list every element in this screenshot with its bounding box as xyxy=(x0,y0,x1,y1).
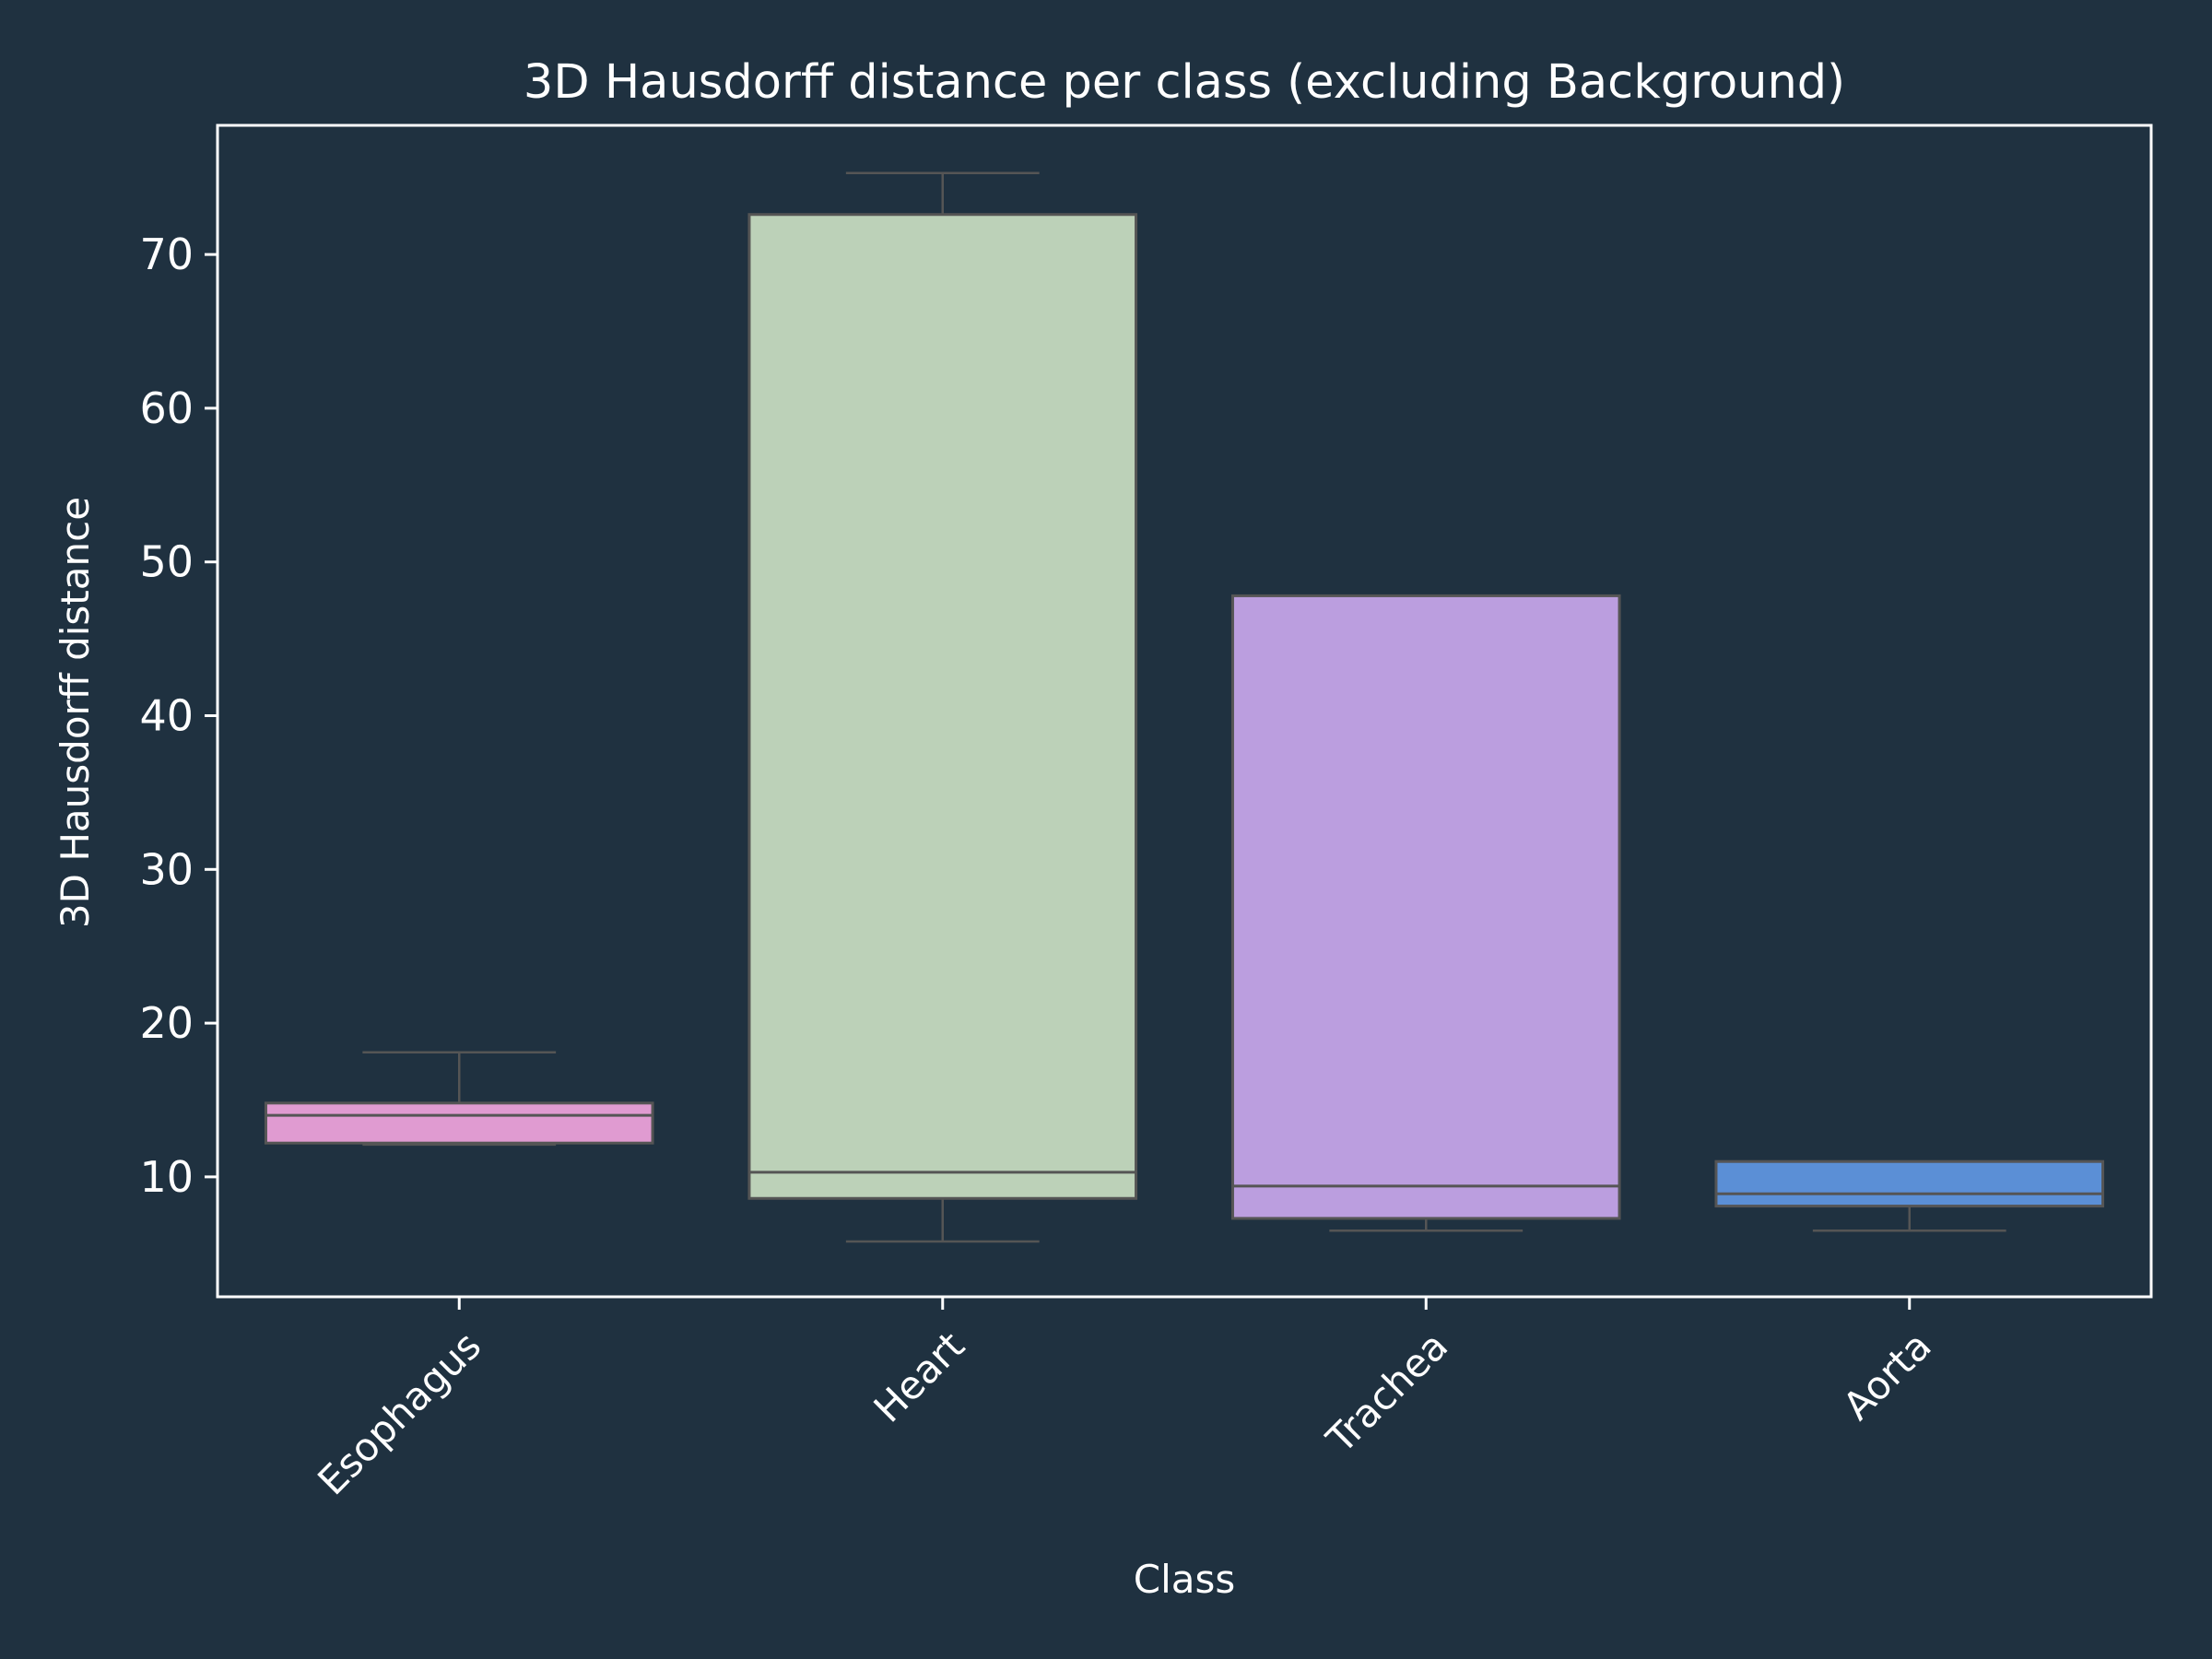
y-tick-label-20: 20 xyxy=(139,998,194,1048)
x-tick-label-heart: Heart xyxy=(865,1323,973,1430)
plot-area: 10 20 30 40 50 60 70 Esophagus Heart Trachea Aorta xyxy=(139,124,2153,1504)
y-tick-label-70: 70 xyxy=(139,229,194,279)
y-axis-label: 3D Hausdorff distance xyxy=(53,497,98,928)
x-tick-label-trachea: Trachea xyxy=(1317,1323,1456,1462)
y-tick-label-30: 30 xyxy=(139,844,194,894)
box-aorta-body xyxy=(1714,1159,2105,1208)
box-esophagus-body xyxy=(264,1101,654,1145)
plot-frame xyxy=(216,124,2153,1299)
y-tick-label-10: 10 xyxy=(139,1152,194,1202)
chart-title: 3D Hausdorff distance per class (excludi… xyxy=(524,55,1845,110)
x-tick-label-esophagus: Esophagus xyxy=(309,1323,489,1503)
x-tick-label-aorta: Aorta xyxy=(1834,1323,1940,1429)
y-tick-label-40: 40 xyxy=(139,691,194,741)
y-tick-label-60: 60 xyxy=(139,383,194,433)
box-heart-body xyxy=(747,213,1138,1200)
box-trachea-body xyxy=(1230,594,1621,1220)
x-axis-label: Class xyxy=(1134,1557,1236,1602)
y-tick-label-50: 50 xyxy=(139,537,194,587)
